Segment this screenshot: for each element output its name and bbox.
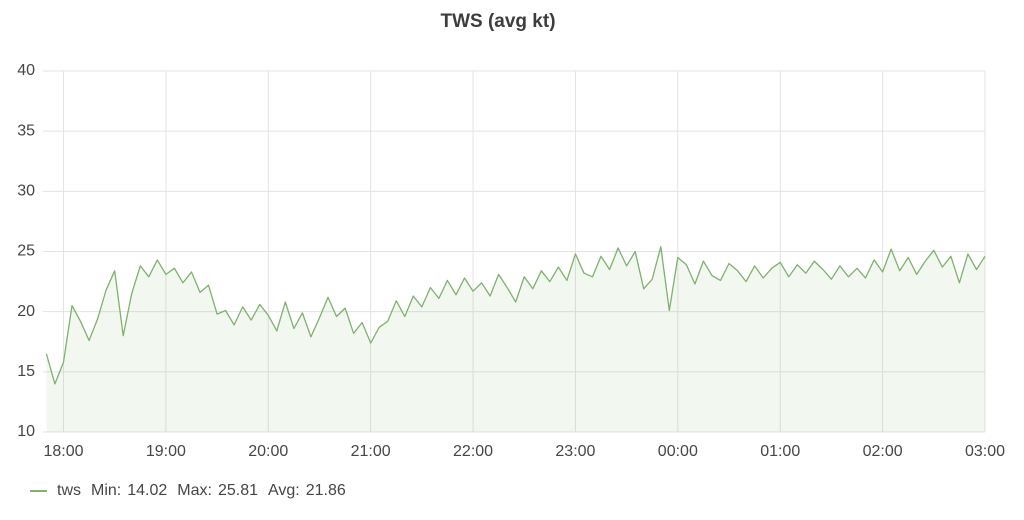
legend-name: tws	[57, 482, 81, 499]
legend-stat-value: 14.02	[127, 482, 168, 499]
legend-stat-value: 21.86	[305, 482, 346, 499]
legend-stat-label: Avg:	[268, 482, 300, 499]
chart-title: TWS (avg kt)	[440, 11, 555, 32]
series-line	[45, 246, 986, 385]
legend-stat-value: 25.81	[217, 482, 258, 499]
legend-stat-label: Min:	[91, 482, 122, 499]
x-tick-label: 21:00	[351, 443, 391, 460]
y-tick-label: 20	[17, 303, 35, 320]
x-tick-label: 00:00	[658, 443, 698, 460]
legend-swatch	[30, 490, 47, 492]
x-tick-label: 23:00	[555, 443, 595, 460]
x-tick-label: 03:00	[965, 443, 1005, 460]
y-tick-label: 15	[17, 363, 35, 380]
y-tick-label: 10	[17, 423, 35, 440]
x-tick-label: 02:00	[863, 443, 903, 460]
y-tick-label: 40	[17, 62, 35, 79]
chart: TWS (avg kt) 10 15 20 25 30 35 40 18:00 19:00 20:…	[17, 11, 1005, 460]
x-tick-label: 19:00	[146, 443, 186, 460]
y-tick-label: 30	[17, 183, 35, 200]
y-tick-label: 35	[17, 122, 35, 139]
grid	[43, 70, 986, 433]
legend: tws Min: 14.02 Max: 25.81 Avg: 21.86	[30, 482, 352, 500]
x-tick-label: 22:00	[453, 443, 493, 460]
legend-stat-label: Max:	[177, 482, 212, 499]
x-tick-label: 18:00	[43, 443, 83, 460]
x-tick-label: 01:00	[760, 443, 800, 460]
series-area	[46, 246, 985, 432]
x-tick-label: 20:00	[248, 443, 288, 460]
y-tick-label: 25	[17, 243, 35, 260]
